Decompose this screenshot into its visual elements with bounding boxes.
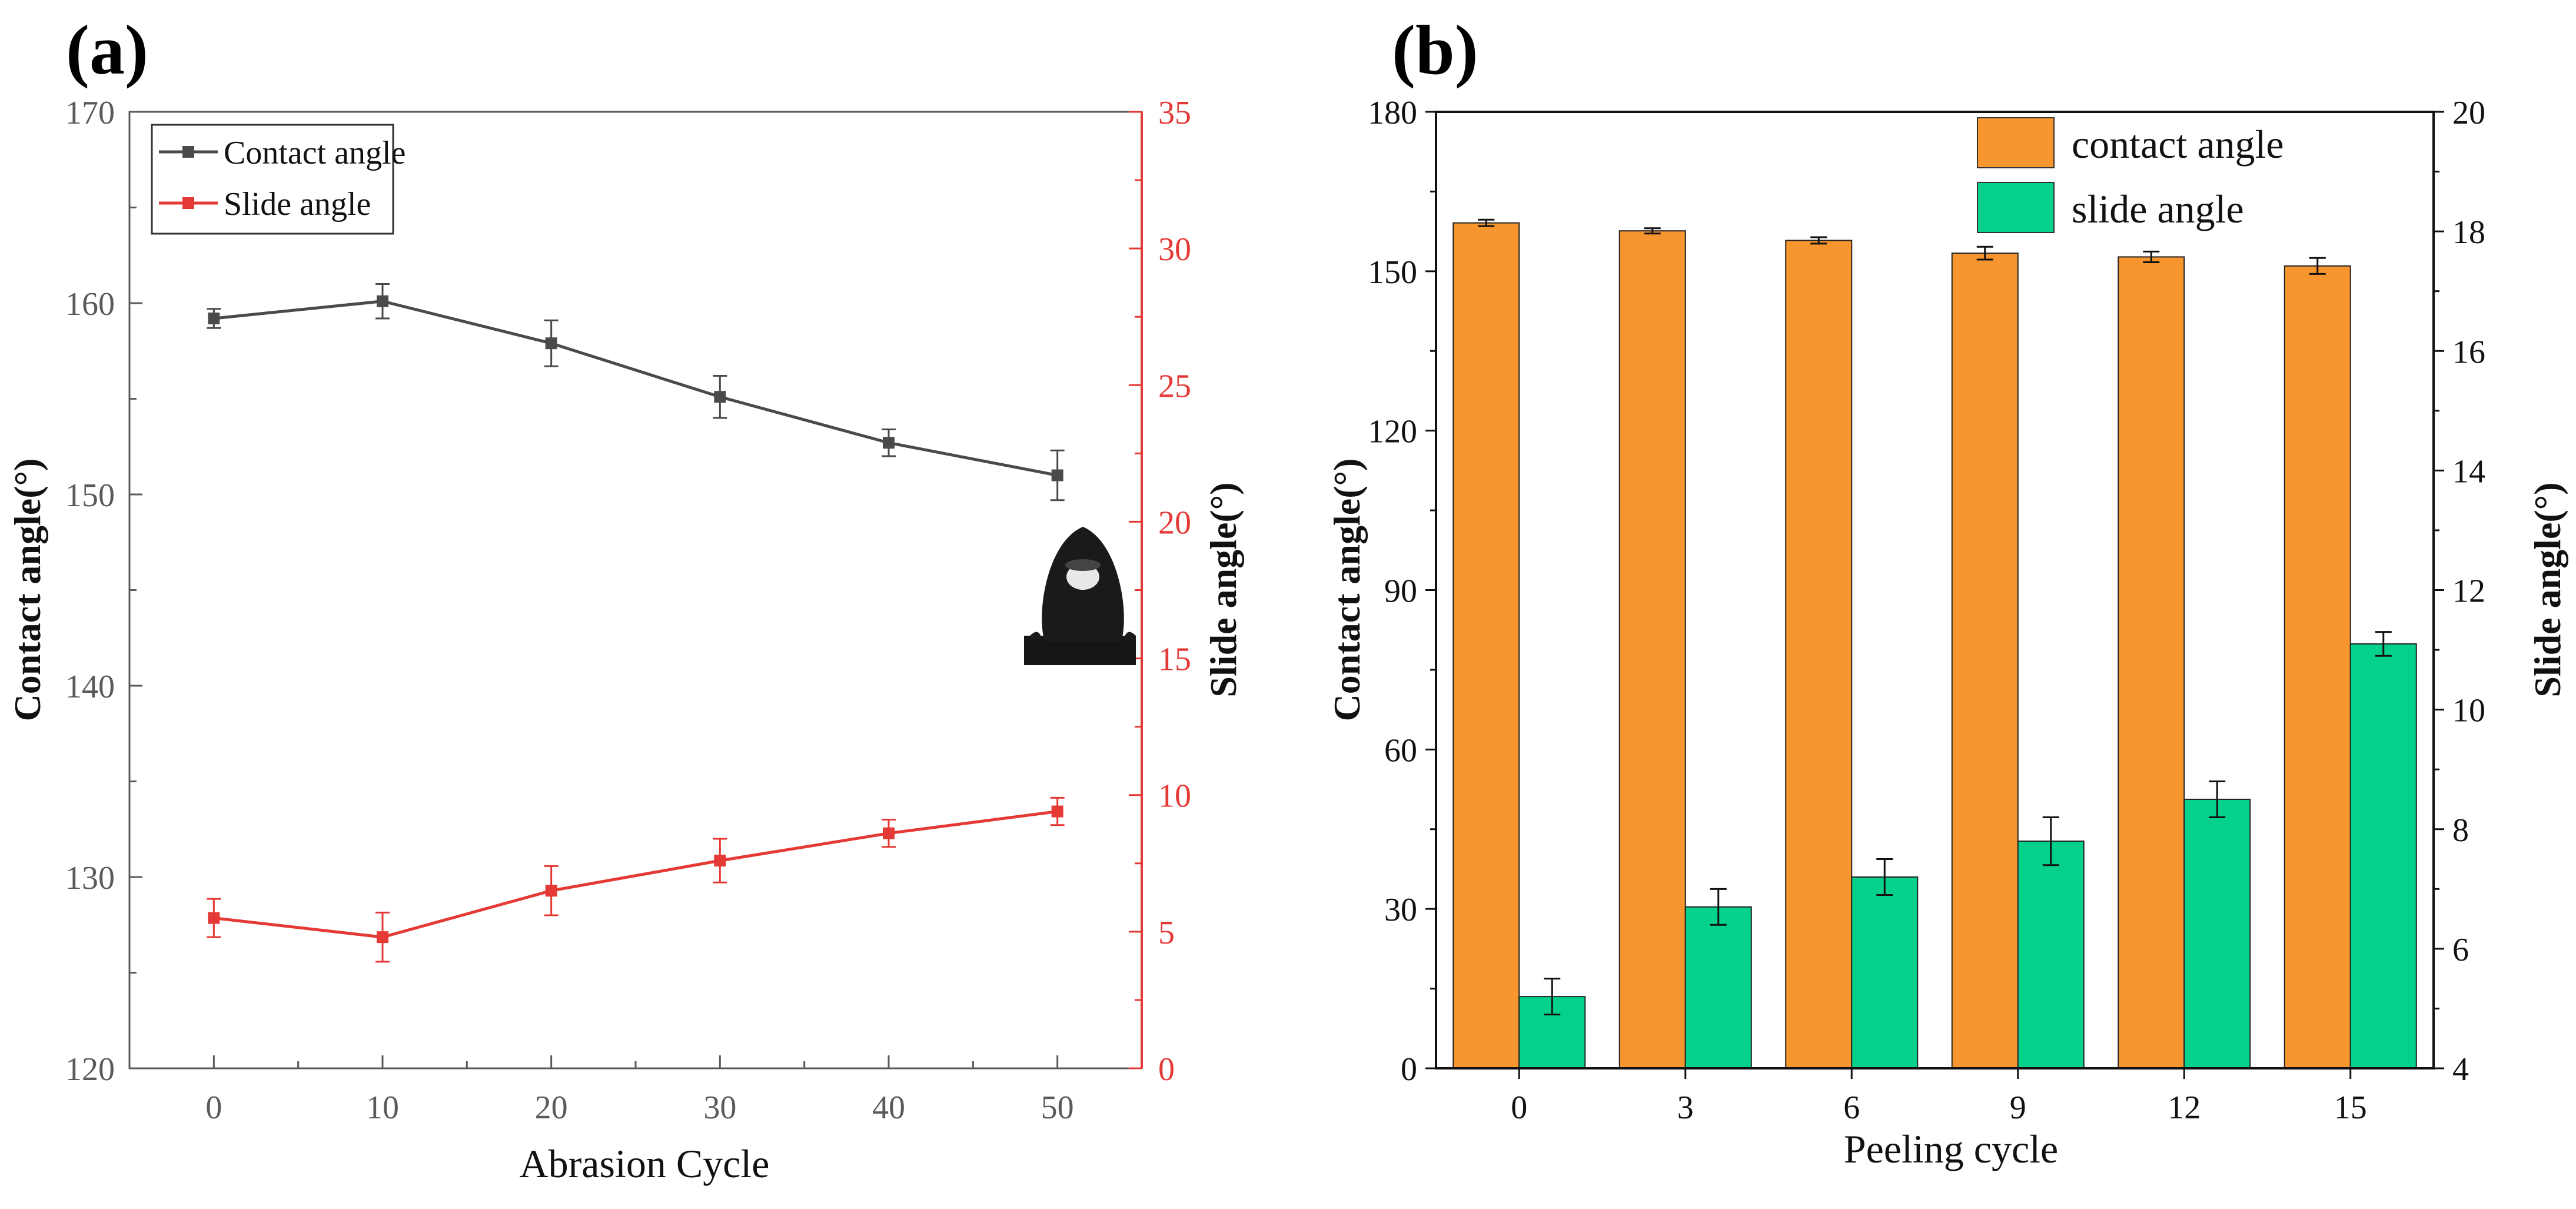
legend-label-slide-angle: Slide angle (224, 186, 371, 222)
y-tick-label: 120 (65, 1051, 115, 1088)
panel-label-a: (a) (66, 11, 148, 89)
bar-slide-angle (1851, 876, 1919, 1069)
y2-tick-label: 4 (2452, 1051, 2469, 1088)
x-tick-label: 15 (2334, 1090, 2367, 1126)
y2-tick-label: 12 (2452, 573, 2485, 610)
y-tick-label: 30 (1384, 892, 1417, 928)
y-tick-label: 150 (65, 477, 115, 514)
chart-b-y-axis-title: Contact angle(°) (1326, 459, 1368, 722)
legend-label-contact-angle-b: contact angle (2072, 122, 2284, 167)
data-point (208, 912, 220, 924)
y2-tick-label: 25 (1158, 368, 1191, 404)
chart-a-x-axis-title: Abrasion Cycle (520, 1141, 770, 1186)
chart-b-legend: contact angle slide angle (1977, 117, 2284, 233)
droplet-inset-image (1024, 527, 1136, 665)
y-tick-label: 180 (1368, 95, 1417, 131)
y-tick-label: 130 (65, 860, 115, 896)
y-tick-label: 160 (65, 286, 115, 323)
y2-tick-label: 20 (2452, 95, 2485, 131)
data-point (208, 313, 220, 324)
bar-contact-angle (2284, 265, 2351, 1069)
bar-contact-angle (1785, 240, 1853, 1070)
chart-b: (b) 0 3 6 9 12 150306090120150180468101214161… (1326, 11, 2568, 1171)
data-point (714, 391, 726, 403)
x-tick-label: 0 (205, 1090, 222, 1126)
y2-tick-label: 5 (1158, 915, 1175, 951)
legend-label-slide-angle-b: slide angle (2072, 187, 2244, 231)
bar-contact-angle (1618, 230, 1686, 1070)
y2-tick-label: 0 (1158, 1051, 1175, 1088)
data-point (714, 855, 726, 867)
y2-tick-label: 18 (2452, 214, 2485, 251)
data-point (883, 827, 895, 839)
y2-tick-label: 30 (1158, 231, 1191, 268)
chart-a-y-axis-title: Contact angle(°) (6, 459, 48, 722)
y-tick-label: 140 (65, 669, 115, 705)
data-point (377, 295, 388, 307)
y2-tick-label: 6 (2452, 932, 2469, 968)
x-tick-label: 0 (1511, 1090, 1527, 1126)
bar-contact-angle (2118, 256, 2185, 1069)
y2-tick-label: 14 (2452, 453, 2485, 490)
y2-tick-label: 16 (2452, 334, 2485, 370)
chart-a-y2-axis-title: Slide angle(°) (1202, 482, 1244, 697)
x-tick-label: 12 (2168, 1090, 2201, 1126)
y2-tick-label: 35 (1158, 95, 1191, 131)
series-line-contact-angle (214, 300, 1058, 477)
chart-a-legend: Contact angle Slide angle (151, 124, 405, 235)
x-tick-label: 40 (872, 1090, 905, 1126)
y2-tick-label: 8 (2452, 812, 2469, 849)
x-tick-label: 9 (2010, 1090, 2026, 1126)
data-point (545, 885, 557, 897)
y-tick-label: 120 (1368, 414, 1417, 450)
bar-contact-angle (1452, 222, 1520, 1069)
x-tick-label: 3 (1677, 1090, 1694, 1126)
y-tick-label: 60 (1384, 732, 1417, 769)
y-tick-label: 170 (65, 95, 115, 131)
bar-contact-angle (1951, 253, 2019, 1069)
legend-label-contact-angle: Contact angle (224, 135, 405, 171)
y2-tick-label: 10 (2452, 693, 2485, 729)
chart-a: (a) 120 130 140 150 160 170 0 5 10 15 20 25 30 35 0 10 2… (6, 11, 1244, 1186)
y-tick-label: 90 (1384, 573, 1417, 610)
panel-label-b: (b) (1392, 11, 1478, 89)
bar-slide-angle (2183, 798, 2251, 1069)
y2-tick-label: 15 (1158, 642, 1191, 678)
y2-tick-label: 10 (1158, 778, 1191, 815)
x-tick-label: 6 (1843, 1090, 1860, 1126)
chart-b-x-axis-title: Peeling cycle (1844, 1127, 2058, 1171)
bar-slide-angle (2349, 643, 2417, 1069)
x-tick-label: 10 (366, 1090, 399, 1126)
y-tick-label: 0 (1401, 1051, 1417, 1088)
chart-b-y2-axis-title: Slide angle(°) (2527, 482, 2568, 697)
x-tick-label: 20 (535, 1090, 568, 1126)
x-tick-label: 50 (1041, 1090, 1074, 1126)
series-line-slide-angle (214, 810, 1058, 939)
data-point (1051, 469, 1063, 481)
x-tick-label: 30 (703, 1090, 736, 1126)
data-point (1051, 805, 1063, 818)
y2-tick-label: 20 (1158, 504, 1191, 541)
bar-slide-angle (1684, 906, 1752, 1069)
data-point (883, 437, 895, 449)
y-tick-label: 150 (1368, 254, 1417, 291)
data-point (377, 931, 388, 944)
bar-slide-angle (2017, 841, 2085, 1069)
data-point (545, 337, 557, 350)
